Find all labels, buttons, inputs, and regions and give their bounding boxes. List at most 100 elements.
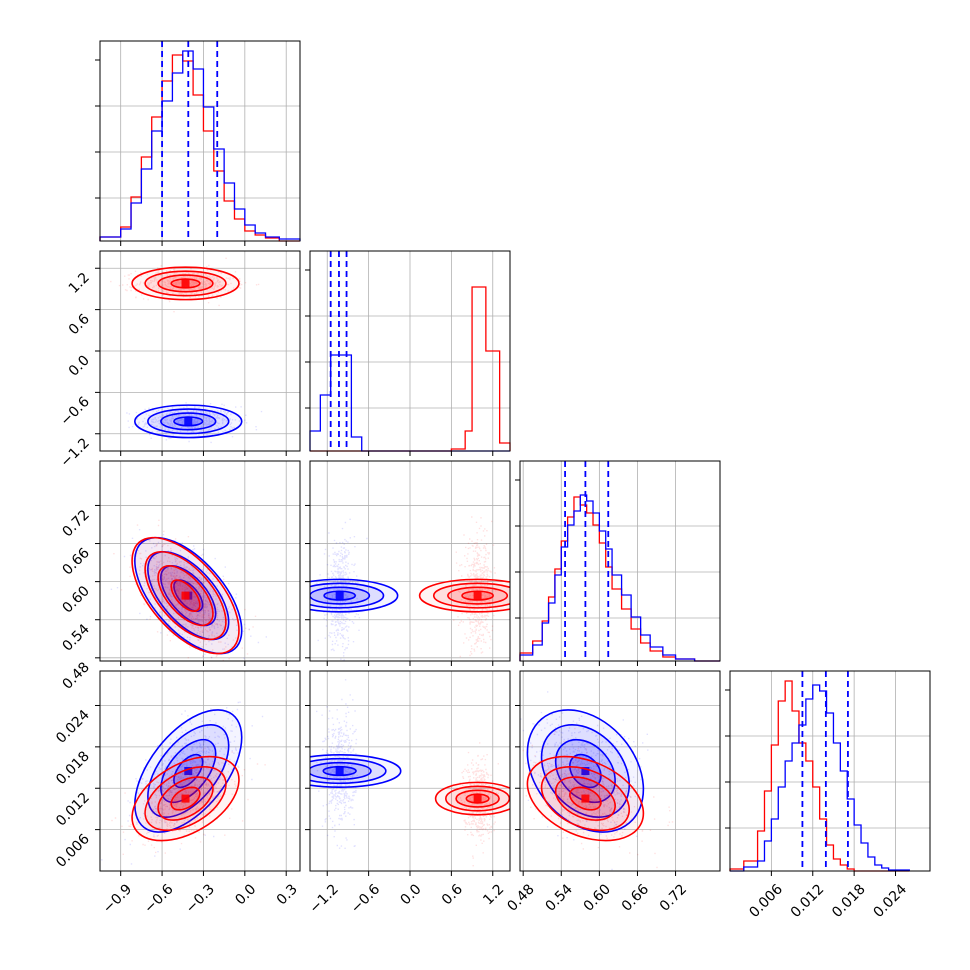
contour-1-0 — [131, 536, 240, 655]
diag-panel-1 — [309, 250, 511, 452]
x-tick-label-0-1: −0.6 — [141, 881, 176, 916]
grid-2-2 — [520, 461, 720, 661]
histogram-red-3 — [729, 680, 910, 872]
y-tick-label-1-3: 0.6 — [66, 311, 93, 338]
x-tick-label-3-0: 0.006 — [746, 881, 786, 921]
peak-0-3-2 — [581, 767, 590, 775]
x-tick-label-1-3: 0.6 — [439, 881, 466, 908]
y-tick-label-2-0: 0.48 — [59, 659, 92, 692]
panel-content-3-0 — [101, 701, 266, 865]
contour-0-2 — [310, 761, 372, 781]
diag-panel-3 — [729, 670, 931, 872]
grid-2-1 — [310, 461, 510, 661]
y-tick-label-3-1: 0.012 — [53, 790, 93, 830]
y-tick-label-3-2: 0.018 — [53, 748, 93, 788]
contour-1-1 — [144, 270, 227, 297]
contour-1-2 — [157, 776, 214, 821]
peak-1-3-1 — [473, 794, 482, 803]
x-tick-label-1-2: 0.0 — [398, 881, 425, 908]
grid-0-0 — [100, 41, 300, 241]
frame-0-0 — [99, 40, 301, 242]
peak-1-3-0 — [181, 794, 190, 803]
y-tick-label-2-2: 0.60 — [59, 583, 92, 616]
frame-2-2 — [519, 460, 721, 662]
panel-2-1 — [309, 460, 511, 662]
contour-0-1 — [310, 757, 387, 785]
contour-0-1 — [310, 582, 385, 609]
contour-0-3 — [322, 765, 357, 777]
grid-3-3 — [730, 671, 930, 871]
peak-0-2-1 — [335, 591, 344, 600]
x-tick-label-2-0: 0.48 — [504, 881, 537, 914]
x-tick-label-0-2: −0.3 — [183, 881, 218, 916]
x-tick-label-0-4: 0.3 — [274, 881, 301, 908]
contour-1-2 — [455, 789, 500, 808]
scatter-1-3-0 — [111, 747, 266, 855]
contour-1-0 — [131, 266, 240, 301]
histogram-red-0 — [99, 54, 300, 242]
contour-0-0 — [310, 753, 402, 789]
contour-0-1 — [147, 408, 230, 435]
panel-content-2-1 — [310, 516, 510, 661]
x-tick-label-2-2: 0.60 — [581, 881, 614, 914]
contour-1-2 — [554, 776, 616, 821]
y-tick-label-1-1: −0.6 — [57, 394, 92, 429]
panel-3-0 — [99, 670, 301, 872]
contour-0-0 — [134, 404, 243, 439]
panel-3-1 — [309, 670, 511, 872]
frame-3-2 — [519, 670, 721, 872]
contour-0-3 — [173, 579, 204, 612]
contour-0-0 — [134, 709, 243, 833]
contour-1-2 — [157, 274, 214, 293]
contour-1-0 — [418, 578, 510, 613]
contour-1-0 — [526, 755, 645, 842]
contour-1-1 — [144, 766, 227, 832]
contour-1-2 — [447, 586, 509, 605]
x-tick-label-1-0: −1.2 — [306, 881, 341, 916]
panel-2-0 — [99, 460, 301, 662]
grid-3-0 — [100, 671, 300, 871]
x-tick-label-3-3: 0.024 — [870, 881, 910, 921]
panel-content-3-2 — [520, 691, 674, 871]
contour-1-3 — [170, 786, 201, 811]
y-tick-label-3-3: 0.024 — [53, 707, 93, 747]
histogram-red-2 — [519, 496, 720, 662]
contour-1-1 — [432, 582, 510, 609]
frame-2-0 — [99, 460, 301, 662]
x-tick-label-2-3: 0.66 — [619, 881, 652, 914]
peak-0-1-0 — [184, 417, 193, 426]
contour-0-2 — [160, 412, 217, 431]
contour-1-3 — [170, 579, 201, 612]
density-fill-0-2 — [310, 758, 386, 784]
contour-1-1 — [144, 550, 227, 641]
x-tick-label-1-4: 1.2 — [480, 881, 507, 908]
x-tick-label-3-2: 0.018 — [829, 881, 869, 921]
peak-1-3-2 — [581, 794, 590, 803]
contour-1-3 — [170, 278, 201, 289]
contour-0-1 — [147, 724, 230, 818]
peak-1-1-0 — [181, 279, 190, 288]
contour-0-0 — [134, 536, 243, 655]
contour-0-2 — [554, 738, 616, 804]
y-tick-label-1-2: 0.0 — [66, 353, 93, 380]
contour-1-1 — [540, 766, 631, 832]
contour-1-2 — [157, 565, 214, 627]
peak-1-2-0 — [181, 591, 190, 600]
peak-0-3-1 — [335, 767, 344, 775]
contour-0-2 — [310, 586, 371, 605]
panel-content-3-1 — [310, 679, 510, 867]
x-tick-label-2-4: 0.72 — [657, 881, 690, 914]
density-fill-1-2 — [433, 583, 510, 608]
x-tick-label-3-1: 0.012 — [788, 881, 828, 921]
contour-1-0 — [131, 755, 240, 842]
density-fill-0-2 — [310, 583, 384, 608]
contour-0-2 — [160, 565, 217, 627]
grid-3-1 — [310, 671, 510, 871]
y-tick-label-3-0: 0.006 — [53, 831, 93, 871]
contour-1-3 — [569, 786, 602, 811]
contour-0-2 — [160, 738, 217, 804]
diag-panel-0 — [99, 40, 301, 242]
panel-content-2-0 — [110, 519, 267, 661]
histogram-blue-0 — [99, 50, 301, 241]
